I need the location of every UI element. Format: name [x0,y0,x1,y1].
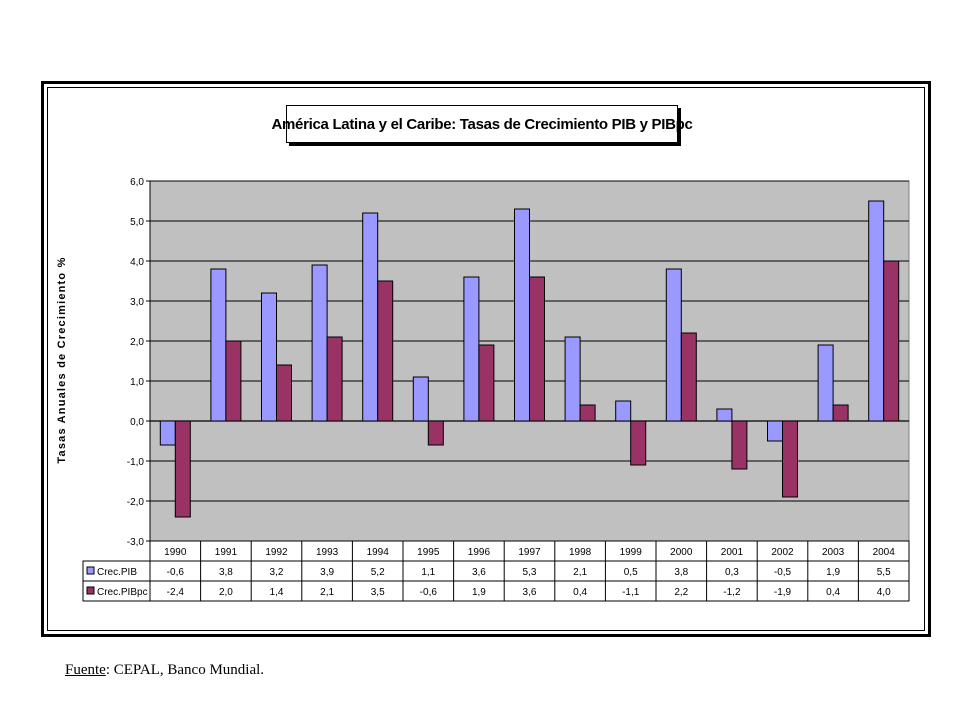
legend-key-crecpib [86,566,95,575]
data-label: 2,2 [674,587,688,598]
data-label: 4,0 [877,587,891,598]
chart-frame-inner [47,87,925,631]
source-label: Fuente [65,662,106,678]
data-label: 3,6 [472,567,486,578]
y-tick-label: 1,0 [130,377,144,388]
data-label: 3,6 [523,587,537,598]
data-label: 3,9 [320,567,334,578]
bar-crecpib-1994 [362,212,379,422]
data-label: 5,2 [371,567,385,578]
x-tick-label: 1992 [265,547,288,558]
data-label: 0,3 [725,567,739,578]
bar-crecpibpc-2004 [883,260,900,422]
x-tick-label: 2000 [670,547,693,558]
data-label: 0,4 [573,587,587,598]
data-label: 1,4 [270,587,284,598]
bar-crecpib-2000 [665,268,682,422]
data-label: 5,3 [523,567,537,578]
bar-crecpibpc-1993 [326,336,343,422]
x-tick-label: 2004 [873,547,896,558]
bar-crecpibpc-2001 [731,420,748,470]
chart-title: América Latina y el Caribe: Tasas de Cre… [271,105,693,143]
x-tick-label: 2002 [771,547,794,558]
bar-crecpibpc-1996 [478,344,495,422]
bar-crecpib-1995 [412,376,429,422]
bar-crecpibpc-2002 [782,420,798,498]
bar-crecpibpc-2003 [832,404,849,422]
data-label: 1,9 [826,567,840,578]
x-tick-label: 1998 [569,547,592,558]
y-tick-label: 0,0 [130,417,144,428]
legend-label: Crec.PIBpc [97,587,148,598]
x-tick-label: 1995 [417,547,440,558]
data-label: 5,5 [877,567,891,578]
bar-crecpibpc-1992 [276,364,292,422]
y-tick-label: 4,0 [130,257,144,268]
data-label: 2,1 [573,567,587,578]
bar-crecpib-1992 [261,292,277,422]
data-label: -0,5 [774,567,792,578]
data-label: -1,2 [723,587,741,598]
data-label: -1,9 [774,587,792,598]
bar-crecpibpc-1990 [174,420,191,518]
bar-crecpib-2003 [817,344,834,422]
x-tick-label: 2003 [822,547,845,558]
y-axis-label: Tasas Anuales de Crecimiento % [56,256,68,464]
bar-crecpib-2001 [716,408,733,422]
data-label: -2,4 [167,587,185,598]
x-tick-label: 1997 [518,547,541,558]
data-label: 3,5 [371,587,385,598]
bar-crecpibpc-1991 [225,340,242,422]
legend-key-crecpibpc [86,586,95,595]
y-tick-label: 5,0 [130,217,144,228]
x-tick-label: 2001 [721,547,744,558]
bar-crecpib-1998 [564,336,581,422]
x-tick-label: 1993 [316,547,339,558]
bar-crecpibpc-1999 [630,420,647,466]
bar-crecpib-1999 [615,400,632,422]
data-label: -0,6 [167,567,185,578]
y-tick-label: -1,0 [127,457,145,468]
data-label: 3,2 [270,567,284,578]
data-label: 1,1 [421,567,435,578]
bar-crecpib-2002 [767,420,783,442]
data-label: 0,5 [624,567,638,578]
x-tick-label: 1991 [215,547,238,558]
bar-crecpibpc-1997 [529,276,545,422]
x-tick-label: 1996 [468,547,491,558]
x-tick-label: 1994 [367,547,390,558]
bar-crecpib-1990 [159,420,176,446]
bar-crecpibpc-1998 [579,404,596,422]
bar-crecpib-2004 [868,200,885,422]
data-label: -1,1 [622,587,640,598]
y-tick-label: 3,0 [130,297,144,308]
y-tick-label: -3,0 [127,537,145,548]
data-label: 3,8 [674,567,688,578]
bar-crecpibpc-1994 [377,280,394,422]
y-tick-label: -2,0 [127,497,145,508]
data-label: 2,1 [320,587,334,598]
x-tick-label: 1999 [620,547,643,558]
data-label: 1,9 [472,587,486,598]
legend-label: Crec.PIB [97,567,137,578]
bar-crecpib-1993 [311,264,328,422]
data-label: -0,6 [420,587,438,598]
source-note: Fuente: CEPAL, Banco Mundial. [65,662,264,679]
bar-crecpib-1991 [210,268,227,422]
bar-crecpibpc-1995 [427,420,444,446]
x-tick-label: 1990 [164,547,187,558]
bar-crecpibpc-2000 [680,332,697,422]
y-tick-label: 6,0 [130,177,144,188]
data-label: 2,0 [219,587,233,598]
data-label: 0,4 [826,587,840,598]
data-label: 3,8 [219,567,233,578]
y-tick-label: 2,0 [130,337,144,348]
source-text: : CEPAL, Banco Mundial. [105,662,265,678]
bar-crecpib-1997 [514,208,530,422]
bar-crecpib-1996 [463,276,480,422]
